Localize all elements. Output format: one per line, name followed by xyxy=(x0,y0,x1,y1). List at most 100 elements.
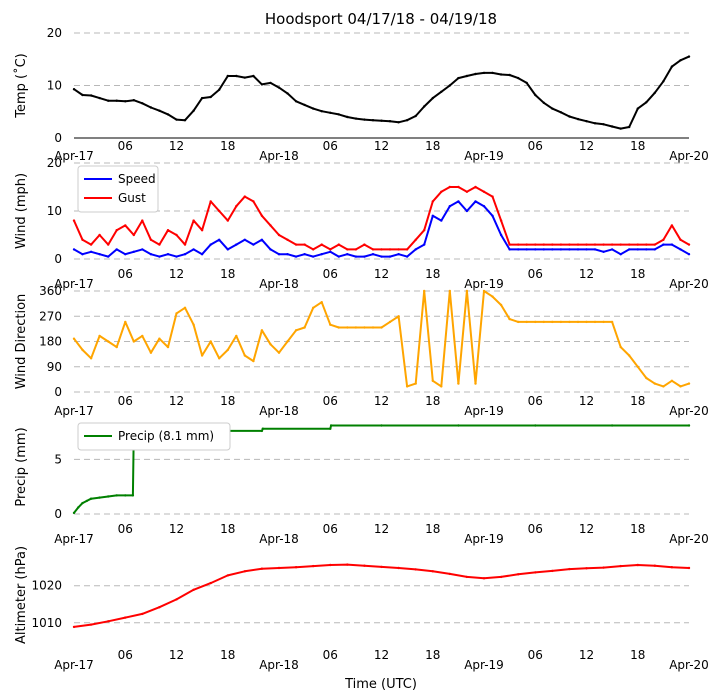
series-line-direction xyxy=(73,290,690,388)
x-tick-label: 18 xyxy=(220,648,235,662)
x-tick-label: 06 xyxy=(528,648,543,662)
data-point xyxy=(465,209,469,213)
x-tick-label: 06 xyxy=(323,648,338,662)
data-point xyxy=(218,357,221,360)
data-point xyxy=(662,243,665,246)
x-tick-label: 18 xyxy=(630,648,645,662)
data-point xyxy=(499,233,503,237)
data-point xyxy=(243,238,246,241)
data-point xyxy=(517,76,520,80)
data-point xyxy=(89,243,93,246)
data-point xyxy=(653,564,656,567)
data-point xyxy=(312,107,315,110)
x-tick-label: Apr-19 xyxy=(464,658,504,672)
x-tick-label: 18 xyxy=(630,394,645,408)
data-point xyxy=(192,323,195,326)
data-point xyxy=(636,243,639,246)
data-point xyxy=(619,564,622,568)
y-tick-label: 180 xyxy=(39,335,62,349)
data-point xyxy=(602,123,605,126)
data-point xyxy=(294,243,298,246)
data-point xyxy=(277,86,281,89)
data-point xyxy=(294,566,298,569)
data-point xyxy=(294,255,298,258)
data-point xyxy=(431,96,434,100)
data-point xyxy=(261,427,264,430)
data-point xyxy=(670,243,674,246)
data-point xyxy=(363,326,366,329)
data-point xyxy=(329,248,332,251)
data-point xyxy=(218,88,221,91)
x-tick-label: 12 xyxy=(374,648,389,662)
data-point xyxy=(243,76,246,79)
data-point xyxy=(329,427,332,430)
data-point xyxy=(115,99,118,102)
data-point xyxy=(192,588,195,591)
data-point xyxy=(329,250,332,253)
data-point xyxy=(209,340,212,343)
data-point xyxy=(346,326,349,329)
data-point xyxy=(474,200,477,203)
legend-label: Precip (8.1 mm) xyxy=(118,429,214,443)
y-axis-label: Wind (mph) xyxy=(14,173,29,249)
data-point xyxy=(312,248,315,251)
data-point xyxy=(687,243,691,246)
data-point xyxy=(628,354,631,357)
data-point xyxy=(346,253,349,256)
data-point xyxy=(200,229,204,232)
data-point xyxy=(465,190,469,193)
x-tick-label: 18 xyxy=(220,522,235,536)
data-point xyxy=(218,238,221,241)
data-point xyxy=(98,334,101,338)
data-point xyxy=(423,105,426,108)
data-point xyxy=(534,571,537,574)
data-point xyxy=(431,214,434,217)
data-point xyxy=(380,248,383,251)
data-point xyxy=(115,494,118,497)
data-point xyxy=(679,248,682,251)
data-point xyxy=(337,326,340,329)
data-point xyxy=(517,320,520,324)
data-point xyxy=(576,248,580,251)
data-point xyxy=(679,385,682,388)
x-tick-label: Apr-17 xyxy=(54,658,94,672)
data-point xyxy=(542,248,545,251)
data-point xyxy=(320,253,323,256)
y-tick-label: 270 xyxy=(39,309,62,323)
data-point xyxy=(175,312,178,315)
panel-2: 0 10 20 Wind (mph) Apr-17 06 12 18 Apr-18 06 12 18 A… xyxy=(14,156,709,291)
data-point xyxy=(602,250,605,253)
data-point xyxy=(636,563,639,567)
data-point xyxy=(226,219,229,222)
data-point xyxy=(269,81,272,85)
data-point xyxy=(534,93,537,97)
data-point xyxy=(628,125,631,129)
data-point xyxy=(175,233,178,237)
data-point xyxy=(440,190,443,193)
data-point xyxy=(448,205,451,208)
data-point xyxy=(183,253,187,256)
data-point xyxy=(141,612,144,616)
x-tick-label: Apr-19 xyxy=(464,149,504,163)
data-point xyxy=(397,248,400,251)
data-point xyxy=(610,248,614,251)
data-point xyxy=(132,99,135,102)
data-point xyxy=(482,289,486,293)
x-tick-label: 18 xyxy=(425,648,440,662)
data-point xyxy=(260,214,264,217)
data-point xyxy=(72,248,76,251)
data-point xyxy=(448,572,451,576)
data-point xyxy=(405,255,409,258)
data-point xyxy=(576,243,580,246)
data-point xyxy=(517,243,520,246)
data-point xyxy=(235,205,238,208)
x-tick-label: Apr-18 xyxy=(259,658,299,672)
data-point xyxy=(107,620,110,623)
data-point xyxy=(645,101,648,104)
data-point xyxy=(397,253,400,256)
y-tick-label: 0 xyxy=(54,385,62,399)
data-point xyxy=(568,320,571,324)
data-point xyxy=(363,255,366,258)
data-point xyxy=(166,229,170,232)
data-point xyxy=(653,248,656,251)
